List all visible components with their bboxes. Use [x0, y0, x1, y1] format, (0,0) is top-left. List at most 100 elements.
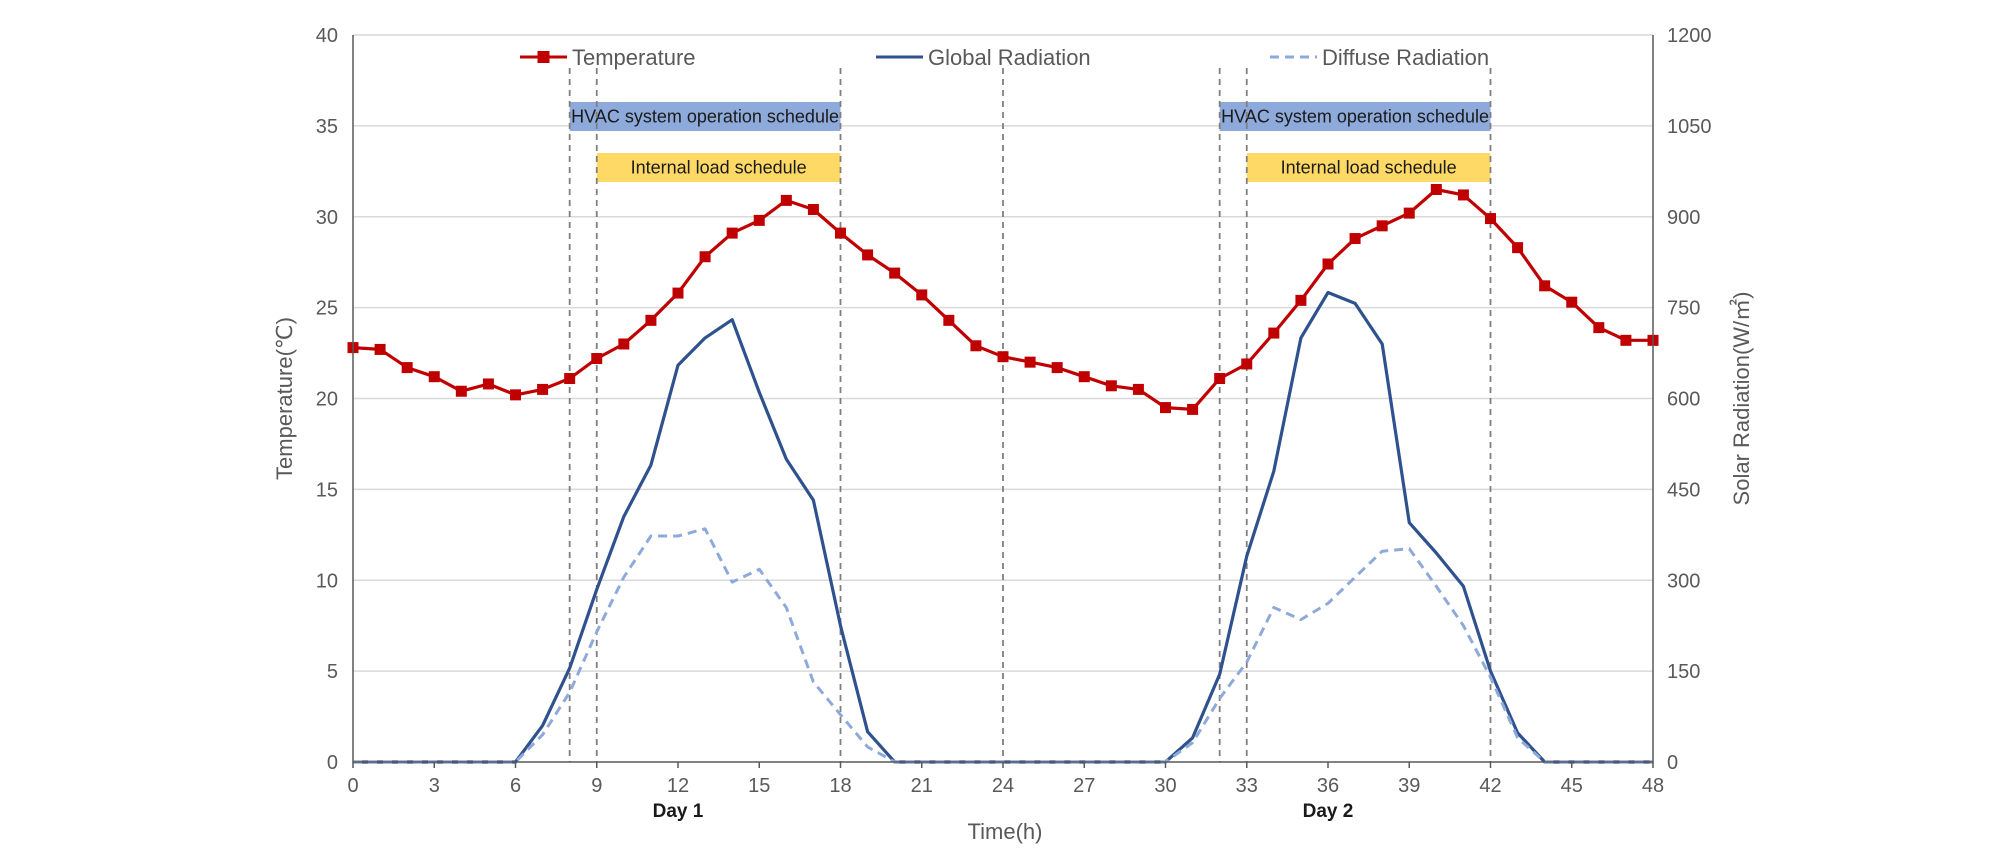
y-left-tick-label: 10 [316, 570, 338, 592]
data-point [1322, 258, 1334, 270]
data-point [1485, 213, 1496, 225]
x-tick-label: 27 [1073, 775, 1095, 797]
y-right-tick-label: 900 [1667, 207, 1700, 229]
data-point [645, 314, 657, 326]
x-tick-label: 18 [829, 775, 851, 797]
data-point [374, 343, 386, 355]
y-right-tick-label: 0 [1667, 752, 1678, 774]
y-right-tick-label: 450 [1667, 479, 1700, 501]
data-point [1187, 403, 1199, 415]
data-point [1160, 402, 1171, 414]
data-point [970, 340, 982, 352]
tick-labels: 0 3 6 9 12 15 18 21 24 27 30 33 36 39 42 45 480510152025… [316, 25, 1712, 822]
y-left-tick-label: 40 [316, 25, 338, 47]
data-point [1078, 371, 1090, 383]
schedule-bands: HVAC system operation schedule Internal l… [569, 102, 1491, 182]
x-tick-label: 0 [347, 775, 358, 797]
schedule-lines [568, 68, 1492, 762]
y-axis-left-title: Temperature(℃) [272, 317, 297, 480]
data-point [862, 249, 874, 261]
x-tick-label: 6 [510, 775, 521, 797]
data-point [780, 194, 792, 206]
x-tick-label: 21 [911, 775, 933, 797]
schedule-band [1219, 102, 1491, 131]
data-point [807, 203, 819, 215]
x-tick-label: 42 [1479, 775, 1501, 797]
data-point [753, 214, 765, 226]
legend-label: Temperature [572, 45, 696, 70]
data-point [1539, 280, 1551, 292]
data-point [1376, 220, 1388, 232]
data-point [889, 267, 901, 279]
y-left-tick-label: 5 [327, 661, 338, 683]
y-left-tick-label: 20 [316, 389, 338, 411]
schedule-band [1246, 153, 1491, 182]
y-right-tick-label: 1050 [1667, 116, 1712, 138]
data-point [1430, 183, 1442, 195]
data-point [428, 371, 440, 383]
axes [352, 35, 1654, 768]
data-point [455, 385, 467, 397]
data-point [1268, 327, 1280, 339]
data-point [726, 227, 738, 239]
y-right-tick-label: 150 [1667, 661, 1700, 683]
data-point [1457, 189, 1469, 201]
data-point [618, 338, 630, 350]
data-point [591, 353, 603, 365]
y-right-tick-label: 1200 [1667, 25, 1712, 47]
y-left-tick-label: 35 [316, 116, 338, 138]
x-tick-label: 12 [667, 775, 689, 797]
data-point [564, 373, 576, 385]
x-tick-label: 48 [1642, 775, 1664, 797]
y-right-tick-label: 600 [1667, 389, 1700, 411]
legend-label: Global Radiation [928, 45, 1091, 70]
data-point [1132, 383, 1144, 395]
data-point [1241, 358, 1253, 370]
day-label: Day 1 [653, 801, 704, 822]
x-tick-label: 9 [591, 775, 602, 797]
data-point [835, 227, 846, 239]
y-axis-right-title: Solar Radiation(W/㎡) [1729, 292, 1754, 506]
x-axis-title: Time(h) [968, 819, 1043, 844]
y-left-tick-label: 0 [327, 752, 338, 774]
data-point [482, 378, 494, 390]
x-tick-label: 45 [1561, 775, 1583, 797]
y-right-tick-label: 750 [1667, 298, 1700, 320]
x-tick-label: 33 [1236, 775, 1258, 797]
data-point [672, 287, 684, 299]
legend: Temperature Global Radiation Diffuse Radia… [520, 45, 1489, 70]
data-point [943, 314, 955, 326]
y-right-tick-label: 300 [1667, 570, 1700, 592]
x-tick-label: 39 [1398, 775, 1420, 797]
x-tick-label: 3 [429, 775, 440, 797]
data-point [1512, 242, 1524, 254]
data-point [1295, 294, 1307, 306]
schedule-label: Internal load schedule [631, 158, 807, 178]
data-point [1620, 334, 1632, 346]
schedule-band [569, 102, 841, 131]
data-point [916, 289, 928, 301]
day-label: Day 2 [1303, 801, 1354, 822]
data-point [1566, 296, 1578, 308]
axis-titles: Time(h) Temperature(℃) Solar Radiation(W… [272, 292, 1754, 844]
y-left-tick-label: 15 [316, 479, 338, 501]
schedule-label: HVAC system operation schedule [571, 107, 839, 127]
series-line-global-radiation [353, 290, 1653, 764]
legend-marker [537, 51, 550, 63]
schedule-label: HVAC system operation schedule [1221, 107, 1489, 127]
y-left-tick-label: 25 [316, 298, 338, 320]
data-point [1593, 322, 1605, 334]
schedule-label: Internal load schedule [1281, 158, 1457, 178]
data-point [699, 251, 711, 263]
data-point [1349, 233, 1361, 245]
legend-label: Diffuse Radiation [1322, 45, 1489, 70]
data-point [1214, 373, 1226, 385]
data-point [401, 362, 413, 374]
data-point [1051, 362, 1063, 374]
schedule-band [596, 153, 841, 182]
data-point [997, 351, 1009, 363]
data-point [1403, 207, 1415, 219]
data-point [1105, 380, 1117, 392]
x-tick-label: 36 [1317, 775, 1339, 797]
